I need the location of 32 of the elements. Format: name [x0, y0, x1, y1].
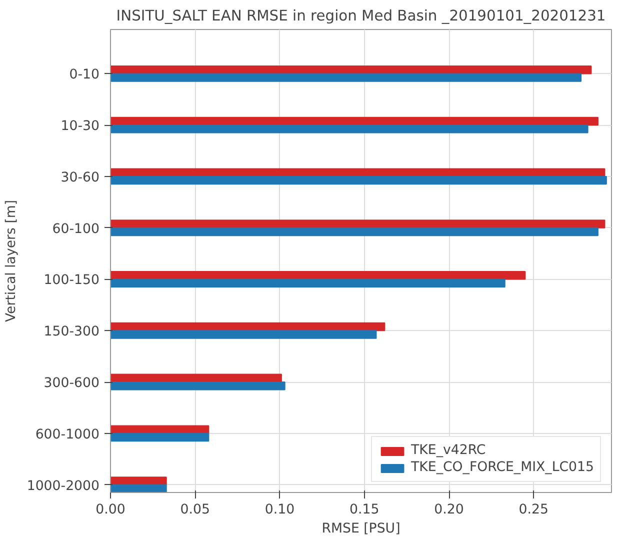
bar: [110, 227, 598, 236]
y-tick-label: 600-1000: [35, 427, 100, 442]
y-tick-label: 10-30: [60, 119, 100, 134]
y-axis-title: Vertical layers [m]: [4, 200, 19, 322]
chart-title: INSITU_SALT EAN RMSE in region Med Basin _20190101_20201231: [116, 8, 606, 24]
legend-label: TKE_CO_FORCE_MIX_LC015: [411, 460, 594, 475]
bar: [110, 432, 210, 442]
x-tick-label: 0.20: [434, 502, 464, 518]
bar: [110, 425, 210, 434]
y-tick-label: 0-10: [69, 68, 100, 83]
x-tick-label: 0.15: [350, 502, 380, 518]
bar: [110, 176, 607, 185]
x-tick-label: 0.25: [518, 502, 548, 518]
y-tick-label: 100-150: [44, 273, 100, 288]
bar: [110, 476, 167, 486]
x-tick-label: 0.10: [264, 502, 295, 518]
y-tick-label: 1000-2000: [26, 478, 100, 494]
x-axis-title: RMSE [PSU]: [322, 522, 400, 536]
x-tick-label: 0.05: [180, 502, 210, 518]
bar: [110, 382, 286, 390]
bar: [110, 330, 377, 339]
legend-label: TKE_v42RC: [411, 443, 486, 458]
bar: [110, 278, 506, 288]
x-tick-label: 0.00: [96, 502, 126, 518]
bar: [110, 220, 606, 228]
bar: [110, 484, 167, 492]
y-tick-label: 30-60: [60, 170, 100, 186]
bar: [110, 124, 588, 134]
y-tick-label: 60-100: [52, 222, 100, 237]
y-tick-label: 300-600: [44, 376, 100, 392]
bar: [110, 73, 582, 82]
y-tick-label: 150-300: [44, 324, 100, 340]
